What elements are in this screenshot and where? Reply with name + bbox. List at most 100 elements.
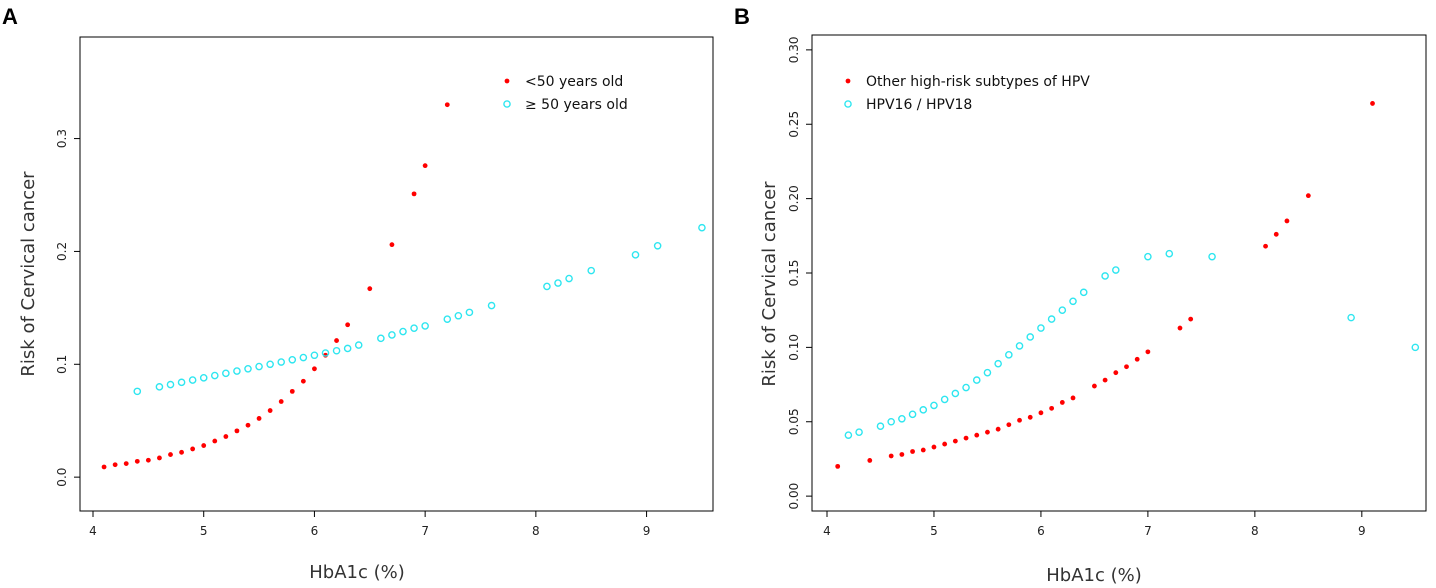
- cyan-point: [1347, 313, 1355, 322]
- red-point: [134, 458, 140, 464]
- red-point: [1017, 417, 1022, 423]
- red-point: [278, 399, 284, 404]
- red-point: [389, 242, 395, 248]
- red-point: [920, 447, 926, 453]
- cyan-point: [1026, 333, 1035, 341]
- red-point: [1070, 395, 1076, 401]
- axis-ticks-a: 4 5 6 7 8 9 0.0 0.1 0.2 0.3: [55, 129, 650, 538]
- red-point: [245, 422, 251, 428]
- x-tick-label: 5: [200, 524, 208, 538]
- cyan-point: [1208, 252, 1216, 261]
- red-point: [1124, 364, 1129, 370]
- cyan-point: [310, 351, 319, 360]
- cyan-point: [277, 358, 286, 366]
- cyan-point: [698, 223, 706, 232]
- cyan-point: [288, 355, 297, 364]
- red-point: [201, 443, 207, 448]
- cyan-point: [199, 374, 208, 382]
- y-tick-label: 0.20: [787, 185, 801, 212]
- panel-b: B 4 5 6 7 8 9 0.00 0.05 0.10 0.15 0.20 0.25 0.30 Oth…: [734, 4, 1427, 586]
- cyan-point: [487, 301, 496, 310]
- cyan-point: [255, 362, 263, 371]
- cyan-point: [299, 353, 308, 362]
- cyan-point: [887, 417, 895, 426]
- red-point: [1092, 383, 1097, 389]
- red-point: [1177, 325, 1183, 331]
- cyan-point: [994, 359, 1002, 368]
- y-tick-label: 0.25: [787, 111, 801, 138]
- red-point: [1038, 410, 1044, 416]
- red-point: [422, 163, 428, 169]
- cyan-point: [1047, 315, 1056, 323]
- red-point: [1059, 400, 1065, 405]
- cyan-point: [343, 344, 352, 353]
- y-tick-label: 0.10: [787, 334, 801, 361]
- red-point: [190, 446, 196, 452]
- red-point: [1370, 101, 1375, 106]
- cyan-point: [940, 395, 949, 404]
- cyan-point: [177, 378, 186, 387]
- red-point: [411, 191, 417, 197]
- cyan-point: [443, 315, 452, 323]
- cyan-point: [399, 327, 407, 336]
- x-tick-label: 4: [89, 524, 97, 538]
- red-point: [334, 338, 339, 343]
- red-point: [300, 378, 306, 384]
- cyan-point: [244, 364, 252, 373]
- legend-marker-other-hpv: [845, 78, 851, 84]
- cyan-point: [543, 282, 551, 291]
- cyan-point: [210, 371, 219, 380]
- cyan-point: [876, 422, 885, 431]
- cyan-point: [1411, 343, 1420, 352]
- cyan-point: [1037, 324, 1045, 332]
- red-point: [145, 457, 151, 463]
- x-tick-label: 6: [1037, 524, 1045, 538]
- red-point: [179, 449, 184, 455]
- legend-b: Other high-risk subtypes of HPV HPV16 / …: [844, 74, 1090, 113]
- x-tick-label: 8: [532, 524, 540, 538]
- cyan-point: [962, 383, 970, 392]
- cyan-point: [1112, 266, 1120, 274]
- legend-marker-50-plus: [503, 100, 511, 108]
- x-tick-label: 9: [643, 524, 651, 538]
- cyan-point: [421, 322, 429, 330]
- x-tick-label: 5: [930, 524, 938, 538]
- red-point: [289, 388, 295, 394]
- axis-ticks-b: 4 5 6 7 8 9 0.00 0.05 0.10 0.15 0.20 0.25 0.30: [787, 37, 1366, 538]
- red-point: [985, 429, 990, 435]
- cyan-point: [1079, 288, 1088, 297]
- y-axis-title-a: Risk of Cervical cancer: [18, 171, 39, 377]
- y-tick-label: 0.1: [55, 355, 69, 374]
- cyan-point: [1165, 249, 1174, 258]
- red-point: [1263, 243, 1268, 249]
- red-point: [1027, 414, 1033, 420]
- panel-a: A 4 5 6 7 8 9 0.0 0.1 0.2 0.3 <50 years old ≥ 50 …: [2, 4, 714, 583]
- cyan-point: [166, 380, 175, 389]
- legend-marker-hpv16-18: [844, 100, 852, 108]
- legend-marker-under-50: [504, 78, 510, 84]
- red-point: [345, 322, 351, 328]
- legend-label-other-hpv: Other high-risk subtypes of HPV: [866, 74, 1090, 90]
- cyan-point: [587, 266, 596, 275]
- cyan-point: [188, 376, 197, 384]
- red-point: [1188, 316, 1194, 322]
- x-tick-label: 7: [421, 524, 429, 538]
- cyan-point: [972, 376, 981, 384]
- cyan-point: [133, 387, 142, 396]
- y-tick-label: 0.15: [787, 260, 801, 287]
- red-point: [1113, 370, 1119, 376]
- cyan-point: [454, 311, 463, 320]
- x-tick-label: 6: [311, 524, 319, 538]
- panel-letter-b: B: [734, 4, 750, 29]
- cyan-point: [844, 431, 853, 439]
- y-axis-title-b: Risk of Cervical cancer: [759, 181, 780, 387]
- data-points-a: [101, 102, 706, 470]
- red-point: [312, 366, 317, 372]
- red-point: [444, 102, 450, 108]
- red-point: [899, 452, 905, 457]
- cyan-point: [930, 401, 938, 410]
- y-tick-label: 0.05: [787, 408, 801, 435]
- x-axis-title-b: HbA1c (%): [1046, 565, 1142, 586]
- cyan-point: [377, 334, 385, 343]
